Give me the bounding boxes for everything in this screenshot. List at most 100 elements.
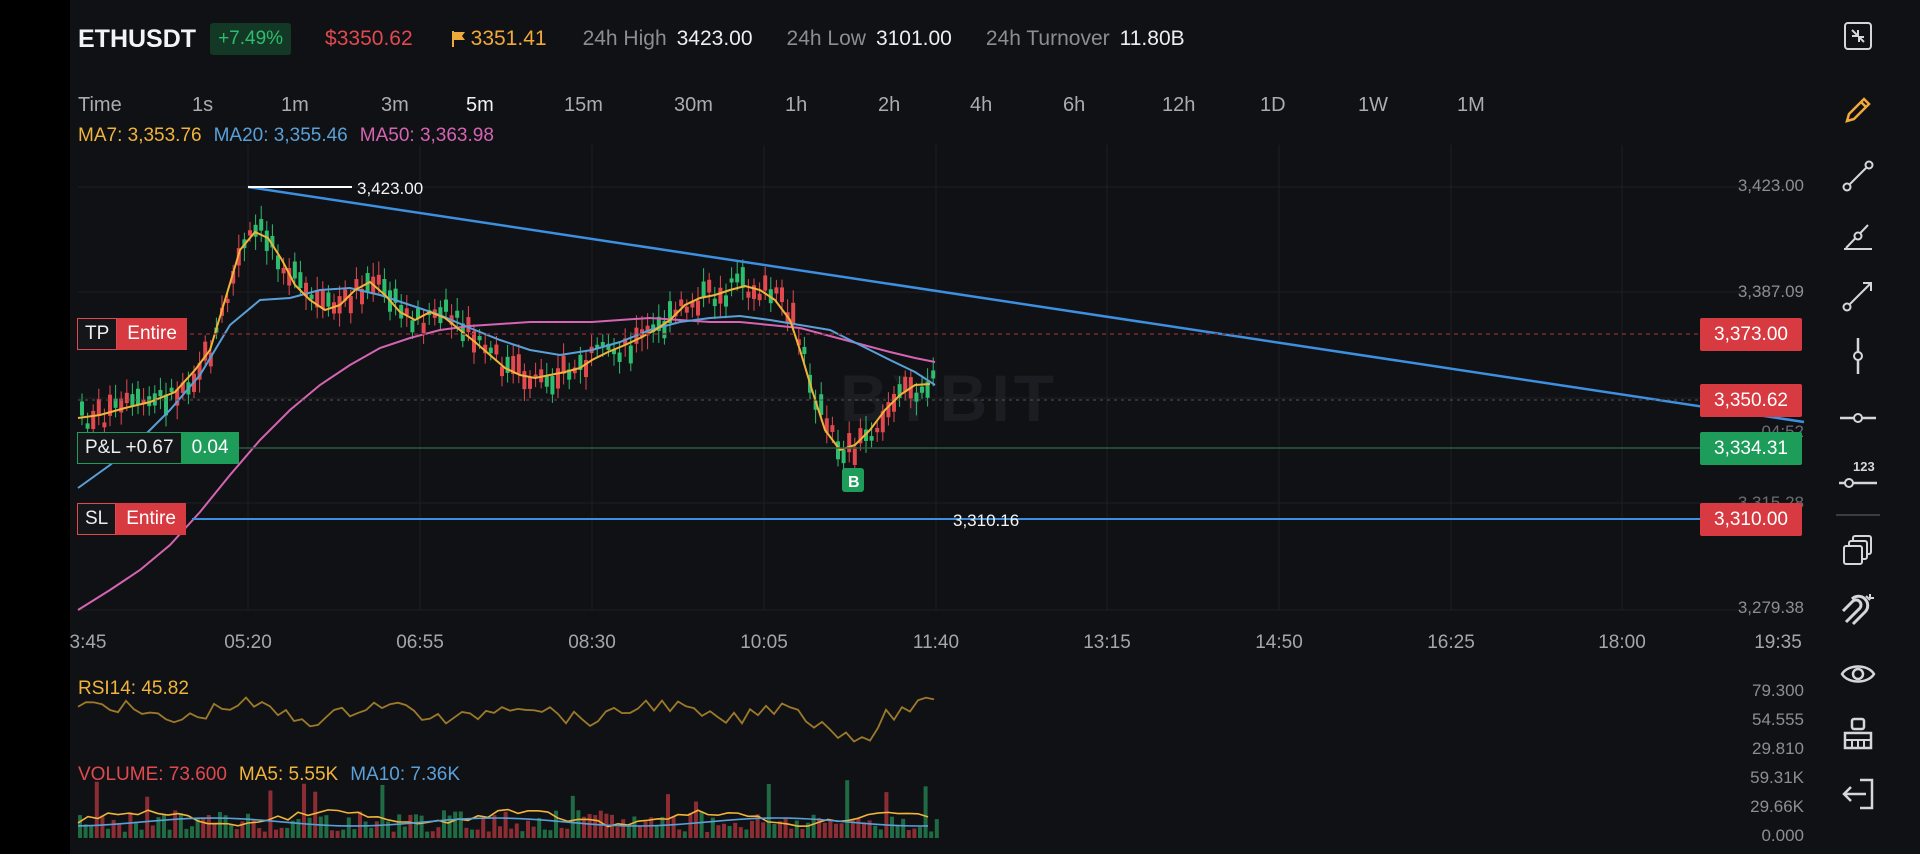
- candle: [488, 347, 493, 354]
- tf-15m[interactable]: 15m: [564, 94, 603, 116]
- volume-bar: [402, 826, 407, 838]
- tf-1d[interactable]: 1D: [1260, 94, 1286, 116]
- time-axis-label: 16:25: [1427, 632, 1475, 653]
- candle: [287, 268, 292, 286]
- tp-price-tag[interactable]: 3,373.00: [1700, 318, 1802, 351]
- volume-bar: [610, 814, 614, 838]
- sl-price-tag[interactable]: 3,310.00: [1700, 503, 1802, 536]
- candle: [852, 446, 857, 465]
- pencil-icon[interactable]: [1828, 88, 1888, 132]
- time-axis-label: 11:40: [912, 632, 960, 653]
- layers-icon[interactable]: [1828, 528, 1888, 572]
- volume-bar: [654, 826, 659, 838]
- candle: [561, 355, 566, 374]
- tf-4h[interactable]: 4h: [970, 94, 993, 116]
- candle: [684, 306, 689, 313]
- low-value: 3101.00: [875, 27, 952, 50]
- rsi-axis-label: 79.300: [1752, 681, 1804, 700]
- candle: [281, 268, 286, 274]
- volume-bar: [212, 823, 217, 838]
- volume-bar: [352, 829, 357, 838]
- volume-bar: [458, 811, 463, 838]
- sl-order-tag[interactable]: SL Entire: [77, 503, 186, 535]
- volume-bar: [240, 821, 245, 838]
- volume-bar: [750, 820, 754, 838]
- horizontal-line-icon[interactable]: [1828, 396, 1888, 440]
- time-axis-label: 08:30: [568, 632, 616, 653]
- candle: [466, 317, 471, 333]
- tf-1s[interactable]: 1s: [192, 94, 214, 116]
- volume-bar: [290, 820, 295, 838]
- time-axis-label: 18:00: [1598, 632, 1646, 653]
- candle: [203, 341, 208, 361]
- candle: [628, 345, 633, 364]
- toolbar-divider: [1836, 514, 1880, 516]
- price-label-icon[interactable]: 123: [1828, 452, 1888, 496]
- candle: [292, 261, 297, 279]
- candle: [707, 279, 712, 293]
- candle: [567, 369, 572, 380]
- volume-bar: [453, 811, 458, 838]
- buy-marker-label: B: [848, 474, 860, 491]
- volume-bar: [738, 827, 743, 838]
- eye-icon[interactable]: [1828, 652, 1888, 696]
- high-label: 24h High: [582, 27, 667, 50]
- tf-2h[interactable]: 2h: [878, 94, 901, 116]
- candle: [119, 398, 124, 413]
- tf-12h[interactable]: 12h: [1162, 94, 1196, 116]
- tf-1h[interactable]: 1h: [785, 94, 808, 116]
- eraser-icon[interactable]: [1828, 712, 1888, 756]
- candle: [348, 296, 353, 314]
- tf-1m[interactable]: 1m: [281, 94, 309, 116]
- tf-1mo[interactable]: 1M: [1457, 94, 1485, 116]
- volume-bar: [346, 817, 351, 838]
- price-axis-label: 3,387.09: [1737, 282, 1804, 301]
- volume-bar: [285, 827, 290, 838]
- volume-bar: [666, 794, 670, 838]
- angle-line-icon[interactable]: [1828, 214, 1888, 258]
- tp-order-tag[interactable]: TP Entire: [77, 318, 187, 350]
- position-tag[interactable]: P&L +0.67 0.04: [77, 432, 239, 464]
- tf-6h[interactable]: 6h: [1063, 94, 1086, 116]
- line-icon[interactable]: [1828, 154, 1888, 198]
- tf-30m[interactable]: 30m: [674, 94, 713, 116]
- symbol-name[interactable]: ETHUSDT: [78, 24, 197, 53]
- volume-bar: [744, 829, 749, 838]
- position-price-tag[interactable]: 3,334.31: [1700, 432, 1802, 465]
- mark-price: 3351.41: [451, 27, 547, 51]
- magnet-icon[interactable]: [1828, 588, 1888, 632]
- volume-bar: [223, 815, 228, 838]
- volume-panel: [77, 780, 939, 838]
- tf-3m[interactable]: 3m: [381, 94, 409, 116]
- pnl-label: P&L +0.67: [77, 432, 182, 464]
- candle: [701, 281, 706, 297]
- time-axis-label: 19:35: [1754, 632, 1802, 653]
- volume-bar: [386, 821, 390, 838]
- tf-5m[interactable]: 5m: [466, 94, 494, 116]
- ray-icon[interactable]: [1828, 274, 1888, 318]
- volume-bar: [660, 816, 665, 838]
- candle: [253, 224, 258, 237]
- volume-bar: [682, 831, 687, 838]
- tf-1w[interactable]: 1W: [1358, 94, 1388, 116]
- candle: [404, 308, 409, 315]
- candle: [729, 278, 734, 283]
- volume-bar: [117, 823, 122, 838]
- collapse-icon[interactable]: [1828, 14, 1888, 58]
- candle: [320, 290, 325, 309]
- volume-bar: [122, 831, 127, 838]
- candle: [80, 401, 84, 416]
- volume-bar: [593, 815, 598, 838]
- volume-bar: [156, 817, 161, 838]
- tf-time[interactable]: Time: [78, 94, 122, 116]
- volume-bar: [520, 831, 525, 838]
- volume-bar: [100, 815, 105, 838]
- exit-icon[interactable]: [1828, 772, 1888, 816]
- volume-bar: [302, 783, 306, 838]
- vertical-line-icon[interactable]: [1828, 334, 1888, 378]
- volume-bar: [923, 786, 928, 838]
- volume-bar: [778, 821, 782, 838]
- volume-axis-label: 59.31K: [1750, 768, 1804, 787]
- low-label: 24h Low: [786, 27, 866, 50]
